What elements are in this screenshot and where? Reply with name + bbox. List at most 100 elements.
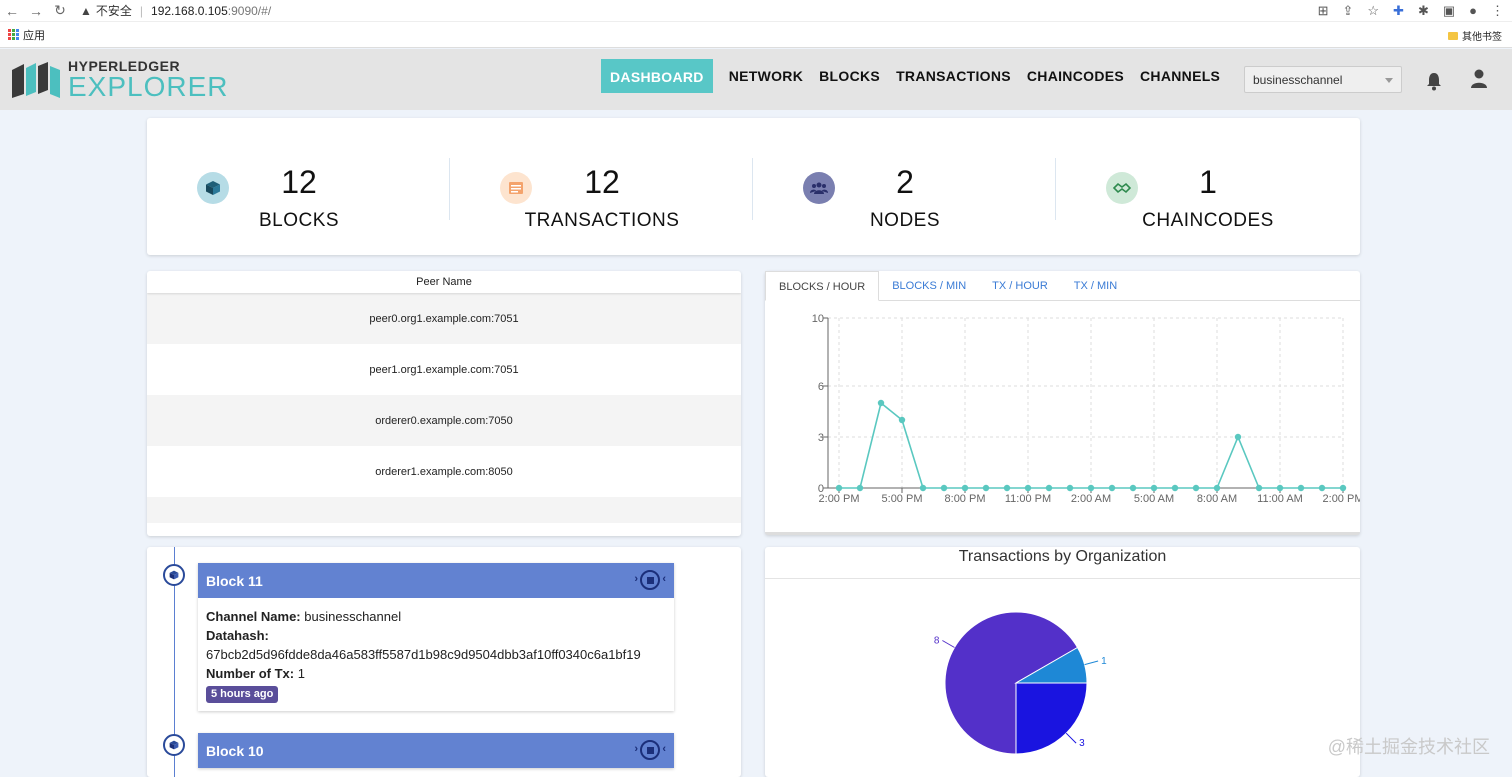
arrow-left-icon: ‹ <box>662 743 666 755</box>
nav-network[interactable]: NETWORK <box>728 68 804 84</box>
peer-name-cell: orderer0.example.com:7050 <box>375 414 513 427</box>
cube-icon <box>163 564 185 586</box>
user-icon[interactable] <box>1470 69 1488 89</box>
channel-select-value: businesschannel <box>1253 73 1343 87</box>
profile-icon[interactable]: ● <box>1469 3 1477 18</box>
tab-tx-hour[interactable]: TX / HOUR <box>992 280 1048 292</box>
address-bar[interactable]: ▲ 不安全 | 192.168.0.105:9090/#/ <box>80 2 271 19</box>
tab-blocks-hour[interactable]: BLOCKS / HOUR <box>765 271 880 301</box>
users-icon <box>803 172 835 204</box>
stat-chaincodes-value: 1 <box>1199 164 1217 200</box>
x-tick-label: 8:00 AM <box>1197 493 1237 505</box>
pie-label-line <box>1084 660 1099 666</box>
x-tick-label: 2:00 PM <box>819 493 860 505</box>
stat-divider <box>449 158 450 220</box>
pie-label: 8 <box>934 636 940 647</box>
sidebar-icon[interactable]: ▣ <box>1442 3 1456 18</box>
table-row-empty <box>147 497 741 523</box>
chart-card: BLOCKS / HOUR BLOCKS / MIN TX / HOUR TX … <box>765 271 1360 535</box>
peer-name-cell: peer1.org1.example.com:7051 <box>369 363 519 376</box>
block-header: Block 10 › ‹ <box>198 733 674 768</box>
reload-icon[interactable]: ↻ <box>54 2 66 18</box>
stat-nodes-value: 2 <box>896 164 914 200</box>
peer-name-cell: orderer1.example.com:8050 <box>375 465 513 478</box>
timeline-line <box>174 547 175 777</box>
bell-icon[interactable] <box>1424 71 1444 91</box>
table-row: peer0.org1.example.com:7051 <box>147 293 741 344</box>
time-badge: 5 hours ago <box>206 686 279 703</box>
data-point <box>856 484 864 492</box>
data-point <box>982 484 990 492</box>
logo[interactable]: HYPERLEDGER EXPLORER <box>10 59 229 101</box>
cube-icon <box>197 172 229 204</box>
y-tick-label: 6 <box>818 381 824 393</box>
share-icon[interactable]: ⇪ <box>1342 3 1354 18</box>
puzzle-icon[interactable]: ✱ <box>1417 3 1429 18</box>
block-title: Block 10 <box>206 743 264 759</box>
block-title: Block 11 <box>206 573 263 589</box>
x-tick-label: 2:00 PM <box>1323 493 1360 505</box>
data-point <box>1129 484 1137 492</box>
channel-select[interactable]: businesschannel <box>1244 66 1402 93</box>
data-point <box>1318 484 1326 492</box>
menu-icon[interactable]: ⋮ <box>1491 3 1504 18</box>
pie-label: 3 <box>1079 738 1085 749</box>
pie-label-line <box>942 640 955 648</box>
nav-transactions[interactable]: TRANSACTIONS <box>896 68 1011 84</box>
data-point <box>1276 484 1284 492</box>
channel-name-value: businesschannel <box>304 609 402 624</box>
stat-nodes: 2 NODES <box>753 118 1056 255</box>
translate-icon[interactable]: ⊞ <box>1317 3 1329 18</box>
data-point <box>1339 484 1347 492</box>
data-point <box>1108 484 1116 492</box>
address-separator: | <box>139 3 144 18</box>
extension-translate-icon[interactable]: ✚ <box>1393 3 1404 18</box>
x-tick-label: 11:00 PM <box>1005 493 1051 505</box>
app-header: HYPERLEDGER EXPLORER DASHBOARD NETWORK B… <box>0 49 1512 110</box>
nav-channels[interactable]: CHANNELS <box>1140 68 1221 84</box>
block-header-icon <box>640 570 660 590</box>
blocks-timeline: Block 11 › ‹ Channel Name: businesschann… <box>147 547 741 777</box>
stat-transactions-value: 12 <box>584 164 620 200</box>
block-card[interactable]: Block 10 › ‹ <box>198 733 674 768</box>
browser-toolbar: ← → ↻ ▲ 不安全 | 192.168.0.105:9090/#/ ⊞ ⇪ … <box>0 0 1512 22</box>
peer-name-header[interactable]: Peer Name <box>147 271 741 293</box>
data-point <box>1171 484 1179 492</box>
cube-icon <box>163 734 185 756</box>
nav-blocks[interactable]: BLOCKS <box>819 68 881 84</box>
watermark: @稀土掘金技术社区 <box>1327 737 1490 757</box>
table-row: orderer1.example.com:8050 <box>147 446 741 497</box>
data-point <box>1150 484 1158 492</box>
pie-slice <box>1015 682 1088 755</box>
arrow-left-icon: ‹ <box>662 573 666 585</box>
data-point <box>1003 484 1011 492</box>
arrow-right-icon: › <box>634 743 638 755</box>
chart-tabs: BLOCKS / HOUR BLOCKS / MIN TX / HOUR TX … <box>765 271 1360 301</box>
security-label: 不安全 <box>95 4 132 18</box>
data-point <box>1234 433 1242 441</box>
apps-bookmark[interactable]: 应用 <box>8 27 45 43</box>
transactions-by-org-pie: 8 1 3 <box>934 611 1107 755</box>
table-row: peer1.org1.example.com:7051 <box>147 344 741 395</box>
datahash-value: 67bcb2d5d96fdde8da46a583ff5587d1b98c9d95… <box>206 647 641 662</box>
tab-blocks-min[interactable]: BLOCKS / MIN <box>892 280 967 292</box>
number-of-tx-value: 1 <box>297 666 305 681</box>
x-tick-label: 8:00 PM <box>945 493 986 505</box>
data-point <box>919 484 927 492</box>
data-point <box>961 484 969 492</box>
other-bookmarks[interactable]: 其他书签 <box>1448 28 1502 43</box>
tab-tx-min[interactable]: TX / MIN <box>1073 280 1118 292</box>
stat-transactions-label: TRANSACTIONS <box>524 210 680 231</box>
block-card[interactable]: Block 11 › ‹ Channel Name: businesschann… <box>198 563 674 711</box>
forward-icon[interactable]: → <box>29 2 43 19</box>
nav-dashboard[interactable]: DASHBOARD <box>601 59 713 93</box>
stats-card: 12 BLOCKS 12 TRANSACTIONS 2 NODES 1 CHAI… <box>147 118 1360 255</box>
nav-chaincodes[interactable]: CHAINCODES <box>1026 68 1125 84</box>
warning-icon: ▲ <box>80 3 92 18</box>
star-icon[interactable]: ☆ <box>1367 3 1380 18</box>
back-icon[interactable]: ← <box>5 2 19 19</box>
peers-table: Peer Name peer0.org1.example.com:7051 pe… <box>147 271 741 536</box>
block-header-icon <box>640 740 660 760</box>
data-point <box>1192 484 1200 492</box>
logo-line-2: EXPLORER <box>68 71 229 102</box>
